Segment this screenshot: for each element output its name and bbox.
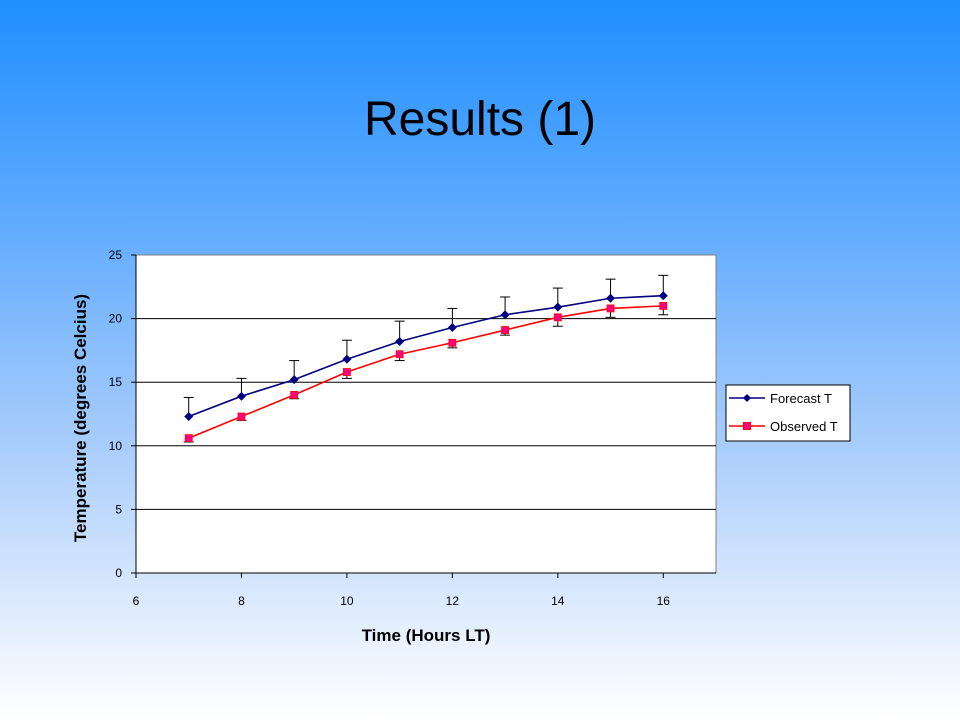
observed-point (395, 350, 404, 359)
gridlines (136, 318, 716, 510)
y-tick-label: 25 (109, 248, 123, 262)
forecast-series-line (188, 294, 664, 418)
forecast-point (289, 375, 299, 385)
forecast-point (342, 354, 352, 364)
legend: Forecast T Observed T (725, 384, 851, 442)
series-group (184, 291, 668, 443)
observed-point (184, 434, 193, 443)
legend-observed-marker (743, 422, 751, 430)
y-tick-label: 10 (109, 439, 123, 453)
x-tick-label: 10 (340, 594, 354, 608)
forecast-point (395, 336, 405, 346)
forecast-point (553, 302, 563, 312)
forecast-point (500, 310, 510, 320)
forecast-point (236, 391, 246, 401)
slide-title: Results (1) (363, 93, 597, 146)
y-axis-title: Temperature (degrees Celcius) (71, 294, 90, 542)
y-tick-label: 15 (109, 375, 123, 389)
legend-observed-label: Observed T (770, 419, 838, 434)
plot-area (135, 254, 717, 574)
axes (131, 254, 716, 578)
x-tick-label: 8 (238, 594, 245, 608)
observed-point (343, 368, 351, 376)
x-tick-label: 16 (657, 594, 671, 608)
x-tick-label: 6 (133, 594, 140, 608)
forecast-point (184, 412, 194, 422)
observed-point (237, 412, 246, 421)
observed-point (606, 304, 615, 313)
legend-forecast-marker (743, 394, 751, 402)
tick-labels: 0 5 10 15 20 25 6 8 10 12 14 16 (109, 248, 671, 608)
forecast-point (447, 323, 457, 333)
observed-point (553, 313, 562, 322)
observed-series-line (188, 305, 664, 439)
observed-point (448, 338, 457, 347)
forecast-point (606, 293, 616, 303)
y-tick-label: 5 (115, 502, 122, 516)
y-tick-label: 0 (115, 566, 122, 580)
legend-box (725, 384, 851, 442)
observed-point (290, 391, 299, 399)
forecast-point (658, 291, 668, 301)
observed-point (659, 301, 668, 310)
observed-point (501, 326, 509, 334)
y-tick-label: 20 (109, 312, 123, 326)
legend-forecast-label: Forecast T (770, 391, 832, 406)
x-tick-label: 14 (551, 594, 565, 608)
x-tick-label: 12 (446, 594, 460, 608)
x-axis-title: Time (Hours LT) (362, 626, 491, 645)
